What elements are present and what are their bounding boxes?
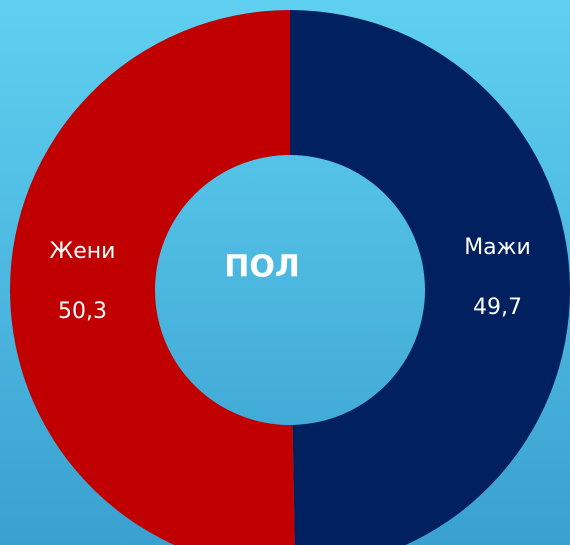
donut-slice — [290, 10, 570, 545]
category-label: Мажи — [464, 235, 531, 260]
donut-slice — [9, 10, 295, 545]
value-label: 49,7 — [473, 295, 522, 320]
category-label: Жени — [50, 239, 116, 264]
chart-title: ПОЛ — [224, 250, 300, 285]
value-label: 50,3 — [58, 299, 107, 324]
